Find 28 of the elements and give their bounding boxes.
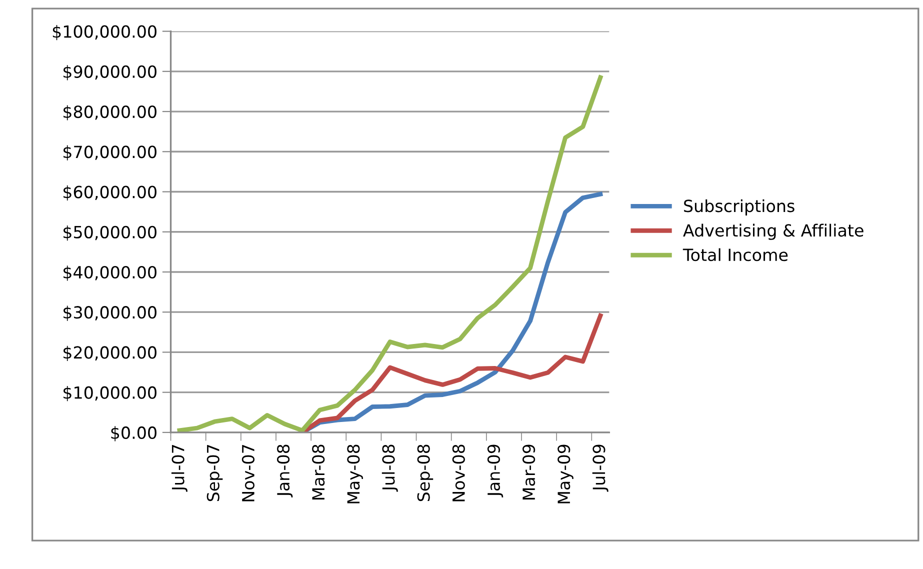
x-tick-label: Jul-09 — [592, 444, 608, 492]
x-tick-label: Jul-07 — [171, 444, 188, 492]
x-tick-label: Mar-08 — [312, 444, 325, 500]
y-tick-label: $40,000.00 — [64, 266, 156, 281]
x-tick-label: Sep-07 — [206, 444, 223, 502]
x-tick-label: Jan-09 — [487, 444, 504, 498]
y-tick-label: $10,000.00 — [64, 386, 156, 402]
x-tick-label: Jul-08 — [382, 444, 398, 492]
legend-label: Advertising & Affiliate — [683, 224, 864, 240]
y-tick-label: $50,000.00 — [64, 226, 156, 241]
x-tick-label: Jan-08 — [276, 444, 293, 498]
x-tick-label: Nov-08 — [452, 444, 465, 502]
legend-label: Subscriptions — [684, 199, 794, 216]
y-tick-label: $0.00 — [111, 426, 156, 442]
x-tick-label: Sep-08 — [417, 444, 434, 502]
x-tick-label: Mar-09 — [522, 444, 536, 500]
y-tick-label: $100,000.00 — [52, 24, 156, 40]
y-tick-label: $80,000.00 — [64, 105, 156, 120]
y-tick-label: $30,000.00 — [64, 306, 156, 321]
line-series — [177, 75, 603, 432]
y-tick-label: $70,000.00 — [64, 145, 156, 160]
x-tick-label: May-08 — [347, 444, 363, 504]
y-tick-label: $60,000.00 — [64, 185, 156, 201]
legend-label: Total Income — [682, 248, 788, 262]
x-tick-label: Nov-07 — [242, 444, 255, 502]
y-tick-label: $20,000.00 — [64, 346, 156, 361]
x-tick-label: May-09 — [558, 444, 574, 504]
y-tick-label: $90,000.00 — [64, 65, 156, 80]
